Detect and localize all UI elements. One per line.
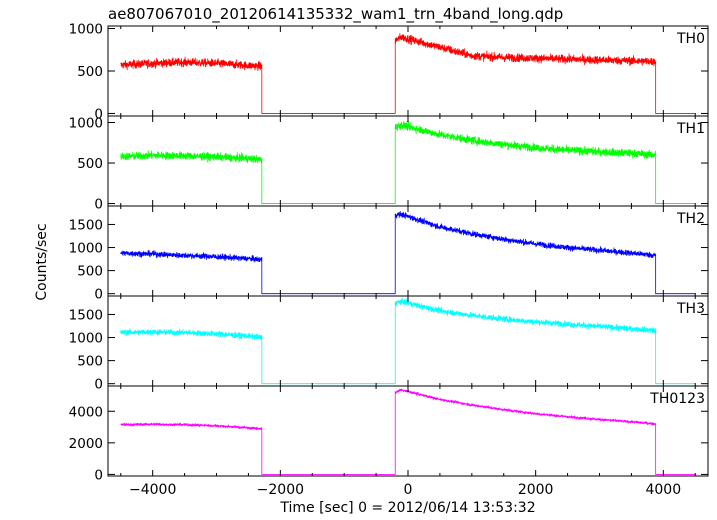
y-tick-label: 0 (94, 287, 103, 303)
panel-th1: 0 500 1000 TH1 (69, 115, 709, 213)
x-tick-label: 2000 (518, 482, 554, 498)
x-axis-label: Time [sec] 0 = 2012/06/14 13:53:32 (279, 500, 535, 516)
y-tick-label: 4000 (69, 404, 103, 420)
panel-frame (107, 385, 709, 477)
y-tick-label: 1000 (69, 22, 103, 38)
y-tick-label: 500 (77, 64, 103, 80)
y-tick-label: 1500 (69, 307, 103, 323)
y-tick-label: 1000 (69, 115, 103, 131)
y-tick-label: 1500 (69, 217, 103, 233)
panel-label: TH3 (676, 301, 705, 317)
y-tick-label: 0 (94, 197, 103, 213)
y-tick-label: 0 (94, 106, 103, 122)
panel-label: TH2 (676, 211, 705, 227)
panel-frame (107, 205, 709, 297)
x-tick-label: 0 (404, 482, 413, 498)
panel-th0: 0 500 1000 TH0 (69, 22, 709, 122)
panels-group: 0 500 1000 TH0 0 500 1000 TH1 0 500 1000 1500 TH2 0 50… (69, 22, 709, 498)
y-axis-label: Counts/sec (34, 223, 50, 300)
panel-th3: 0 500 1000 1500 TH3 (69, 295, 709, 393)
panel-label: TH0123 (649, 391, 705, 407)
x-tick-label: 4000 (645, 482, 681, 498)
y-tick-label: 500 (77, 264, 103, 280)
series-line-th0123 (120, 388, 696, 475)
y-tick-label: 1000 (69, 331, 103, 347)
y-tick-label: 2000 (69, 436, 103, 452)
chart-title: ae807067010_20120614135332_wam1_trn_4ban… (108, 5, 563, 24)
panel-label: TH0 (676, 31, 705, 47)
panel-th2: 0 500 1000 1500 TH2 (69, 205, 709, 303)
series-line-th3 (120, 297, 696, 385)
panel-label: TH1 (676, 121, 705, 137)
x-tick-label: −4000 (129, 482, 176, 498)
y-tick-label: 0 (94, 377, 103, 393)
series-line-th0 (120, 33, 696, 114)
y-tick-label: 500 (77, 354, 103, 370)
series-line-th2 (120, 211, 696, 295)
series-line-th1 (120, 120, 696, 204)
panel-th0123: 0 2000 4000 TH0123 (69, 385, 709, 483)
x-tick-label: −2000 (257, 482, 304, 498)
y-tick-label: 1000 (69, 241, 103, 257)
panel-frame (107, 295, 709, 387)
y-tick-label: 500 (77, 156, 103, 172)
y-tick-label: 0 (94, 467, 103, 483)
